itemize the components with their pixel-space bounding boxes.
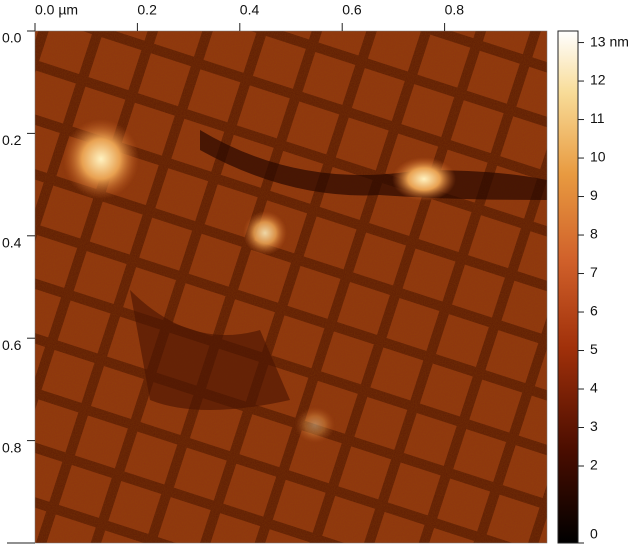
y-tick-label: 0.2 (2, 132, 22, 148)
colorbar-tick-label: 8 (590, 226, 598, 242)
y-tick-label: 0.4 (2, 235, 22, 251)
colorbar-tick-label: 6 (590, 303, 598, 319)
y-tick-label: 0.8 (2, 439, 22, 455)
colorbar-tick-label: 9 (590, 187, 598, 203)
colorbar-tick-label: 5 (590, 341, 598, 357)
colorbar-tick-label: 7 (590, 264, 598, 280)
colorbar-tick-label: 13 nm (590, 33, 629, 49)
x-tick-label: 0.0 µm (35, 2, 78, 18)
y-tick-label: 0.6 (2, 337, 22, 353)
x-tick-label: 0.6 (342, 2, 362, 18)
x-tick-label: 0.4 (240, 2, 260, 18)
y-tick-label: 0.0 (2, 30, 22, 46)
colorbar (557, 30, 579, 544)
afm-image (35, 31, 547, 543)
x-tick-label: 0.8 (445, 2, 465, 18)
colorbar-tick-label: 0 (590, 526, 598, 542)
colorbar-tick-label: 4 (590, 380, 598, 396)
colorbar-tick-label: 3 (590, 418, 598, 434)
colorbar-tick-label: 2 (590, 457, 598, 473)
colorbar-tick-label: 12 (590, 72, 606, 88)
image-frame (34, 30, 548, 544)
colorbar-tick-label: 11 (590, 110, 605, 126)
colorbar-tick-label: 10 (590, 149, 606, 165)
x-tick-label: 0.2 (137, 2, 157, 18)
